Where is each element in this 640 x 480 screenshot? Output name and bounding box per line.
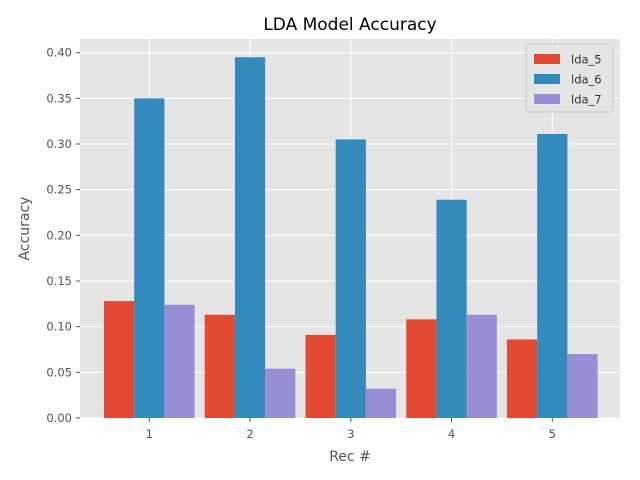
legend-label-lda_7: lda_7 (571, 93, 602, 107)
y-tick-label: 0.20 (46, 228, 72, 242)
bar-lda_7-1 (164, 304, 195, 418)
bar-lda_7-2 (265, 368, 296, 418)
chart-title: LDA Model Accuracy (263, 15, 436, 35)
legend-swatch-lda_5 (534, 54, 560, 64)
bar-lda_6-2 (234, 57, 266, 418)
bar-lda_5-3 (305, 334, 336, 418)
legend-label-lda_6: lda_6 (571, 73, 602, 87)
bar-lda_5-4 (406, 319, 437, 418)
y-tick-label: 0.35 (46, 91, 72, 105)
y-axis-ticks: 0.00 0.05 0.10 0.15 0.20 0.25 0.30 0.35 0.40 (46, 46, 80, 425)
y-tick-label: 0.05 (46, 365, 72, 379)
y-tick-label: 0.30 (46, 137, 72, 151)
y-tick-label: 0.10 (46, 320, 72, 334)
x-axis-label: Rec # (329, 449, 371, 465)
bar-lda_5-1 (104, 301, 135, 418)
x-tick-label: 4 (448, 427, 455, 441)
x-tick-label: 1 (146, 427, 153, 441)
bar-lda_6-5 (537, 133, 568, 418)
legend-swatch-lda_7 (534, 94, 560, 104)
legend: lda_5 lda_6 lda_7 (525, 43, 614, 113)
legend-label-lda_5: lda_5 (571, 53, 602, 67)
legend-swatch-lda_6 (534, 74, 560, 84)
bar-lda_7-4 (466, 314, 497, 418)
bar-lda_6-3 (335, 139, 366, 418)
bar-lda_6-4 (436, 199, 467, 418)
x-tick-label: 5 (549, 427, 556, 441)
bar-lda_6-1 (134, 98, 165, 418)
y-tick-label: 0.25 (46, 183, 72, 197)
bars (104, 57, 598, 418)
bar-lda_5-5 (507, 339, 538, 418)
x-axis-ticks: 1 2 3 4 5 (146, 418, 556, 441)
y-tick-label: 0.15 (46, 274, 72, 288)
y-tick-label: 0.00 (46, 411, 72, 425)
y-tick-label: 0.40 (46, 46, 72, 60)
y-axis-label: Accuracy (17, 197, 33, 261)
x-tick-label: 3 (347, 427, 354, 441)
bar-lda_7-5 (567, 354, 598, 418)
bar-lda_5-2 (204, 314, 235, 418)
bar-lda_7-3 (365, 388, 397, 418)
x-tick-label: 2 (246, 427, 253, 441)
